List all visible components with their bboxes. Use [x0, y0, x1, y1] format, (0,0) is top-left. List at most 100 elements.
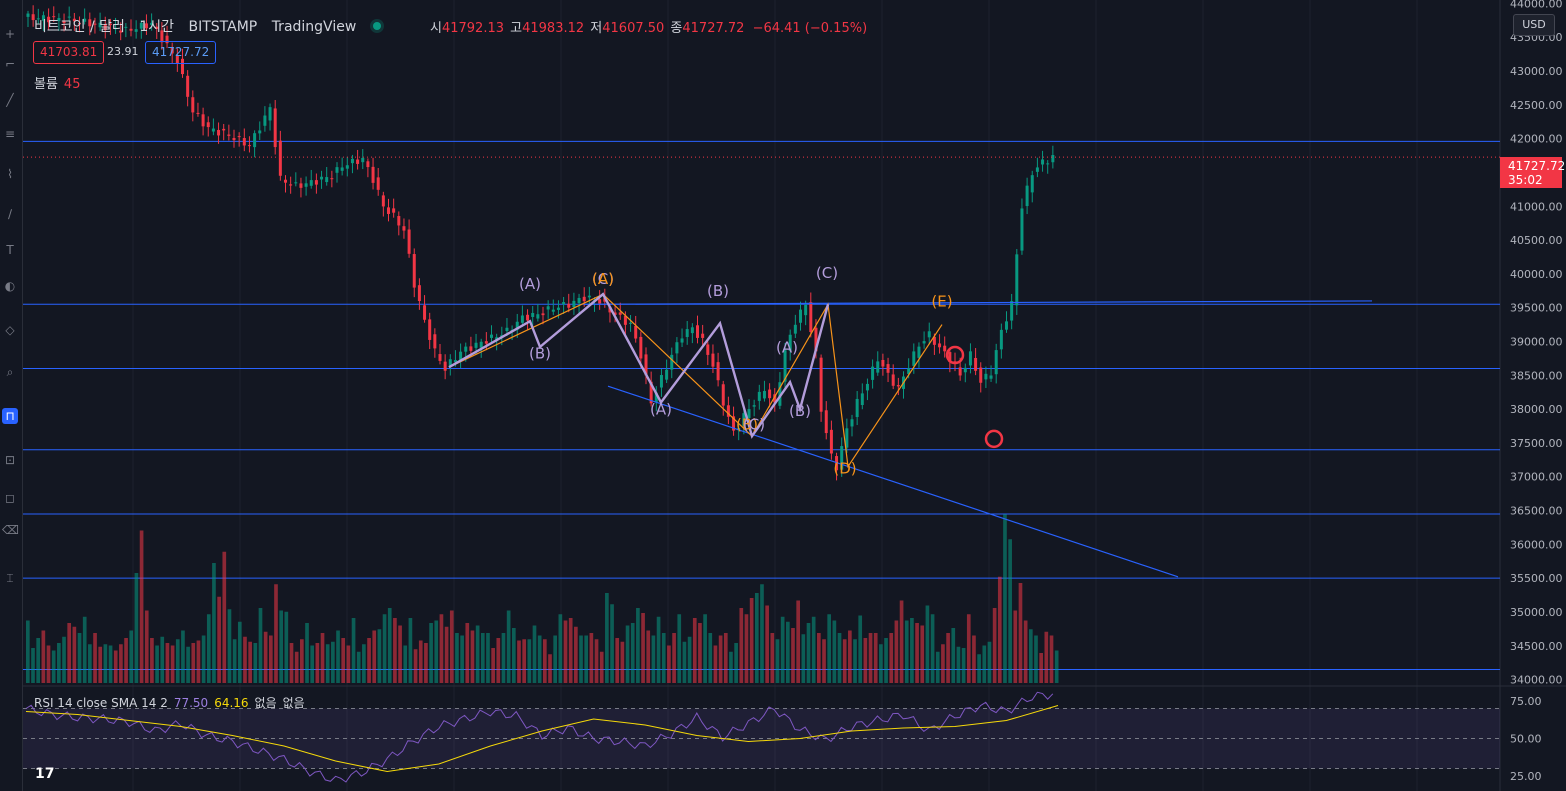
candle-body: [443, 361, 447, 371]
candle-body: [47, 16, 51, 23]
volume-bar: [300, 639, 304, 683]
candle-body: [144, 23, 148, 29]
change-value: −64.41 (−0.15%): [752, 21, 868, 36]
candle-body: [577, 297, 581, 303]
eye-icon[interactable]: ◻: [5, 491, 15, 505]
candle-body: [907, 368, 911, 374]
candle-body: [72, 18, 76, 22]
candle-body: [376, 177, 380, 190]
volume-bar: [351, 618, 356, 683]
volume-bar: [294, 651, 299, 683]
candle-body: [948, 352, 952, 363]
volume-bar: [77, 633, 82, 683]
symbol-name: 비트코인 / 달러: [34, 19, 125, 35]
volume-bar: [930, 614, 935, 683]
candle-body: [150, 22, 154, 25]
candle-body: [768, 389, 772, 399]
candle-body: [696, 325, 699, 338]
zoom-icon[interactable]: ⌕: [6, 365, 14, 379]
volume-bar: [279, 610, 283, 683]
sell-button[interactable]: 41703.81: [33, 41, 105, 64]
eraser-icon[interactable]: ◇: [5, 323, 15, 337]
candle-body: [974, 358, 978, 371]
price-tick-label: 36000.00: [1510, 538, 1563, 551]
volume-bar: [630, 623, 635, 683]
volume-bar: [1008, 539, 1012, 683]
candle-body: [124, 26, 128, 28]
candle-body: [824, 410, 828, 434]
wave-label: (A): [776, 338, 798, 356]
magnet-icon[interactable]: ⊓: [2, 408, 18, 424]
volume-bar: [165, 643, 170, 683]
last-price-value: 41727.72: [1508, 159, 1566, 173]
tree-icon[interactable]: ⌶: [6, 571, 14, 585]
wave-label: (C): [816, 264, 838, 282]
trash-icon[interactable]: ⌫: [2, 523, 19, 537]
volume-bar: [393, 618, 397, 683]
volume-bar: [268, 635, 273, 683]
pattern-icon[interactable]: ⌇: [7, 167, 13, 181]
volume-bar: [646, 630, 651, 683]
candle-body: [371, 166, 375, 183]
symbol-legend[interactable]: 비트코인 / 달러 1시간 BITSTAMP TradingView: [34, 16, 387, 36]
volume-bar: [594, 639, 599, 683]
volume-bar: [672, 633, 676, 683]
brush-icon[interactable]: ∕: [7, 207, 13, 221]
candle-body: [201, 114, 205, 127]
candle-body: [541, 313, 545, 316]
volume-bar: [522, 639, 526, 683]
candle-body: [191, 97, 195, 113]
candle-body: [845, 428, 849, 448]
volume-bar: [997, 576, 1002, 683]
open-value: 41792.13: [441, 21, 504, 36]
wave-label: (B): [529, 344, 551, 362]
candle-body: [1041, 159, 1045, 165]
buy-button[interactable]: 41727.72: [145, 41, 217, 64]
cursor-icon[interactable]: ⌐: [4, 57, 16, 71]
candle-body: [335, 167, 339, 173]
candle-body: [582, 296, 586, 302]
candle-body: [598, 299, 602, 304]
candle-body: [41, 15, 45, 21]
volume-bar: [527, 639, 532, 683]
candle-body: [345, 165, 349, 169]
candle-body: [314, 180, 318, 185]
volume-bar: [201, 635, 206, 683]
candle-body: [134, 29, 138, 32]
candle-body: [211, 128, 215, 132]
high-key: 고: [510, 21, 523, 36]
trendline-icon[interactable]: ╱: [6, 93, 14, 107]
lock-icon[interactable]: ⊡: [4, 453, 16, 467]
candle-body: [783, 350, 787, 382]
candle-body: [479, 341, 483, 348]
candle-body: [242, 138, 246, 146]
candle-body: [979, 367, 983, 383]
volume-bar: [232, 639, 237, 683]
candle-body: [366, 161, 370, 168]
volume-bar: [946, 633, 950, 683]
volume-bar: [754, 593, 759, 683]
volume-bar: [31, 648, 35, 683]
volume-bar: [899, 600, 904, 683]
candle-body: [304, 183, 308, 187]
volume-bar: [920, 625, 925, 683]
fib-icon[interactable]: ≡: [4, 127, 16, 141]
tradingview-logo: 17: [35, 766, 55, 782]
wave-orange-path: [448, 293, 943, 469]
volume-bar: [175, 639, 180, 683]
candle-body: [309, 180, 313, 186]
rsi-legend[interactable]: RSI 14 close SMA 14 2 77.50 64.16 없음 없음: [34, 694, 305, 711]
measure-icon[interactable]: ◐: [4, 279, 16, 293]
volume-bar: [387, 608, 392, 683]
rsi-value: 77.50: [173, 696, 209, 710]
low-key: 저: [590, 21, 603, 36]
volume-bar: [258, 608, 263, 683]
crosshair-icon[interactable]: +: [4, 27, 16, 41]
currency-select[interactable]: USD: [1513, 14, 1555, 36]
text-icon[interactable]: T: [6, 243, 14, 257]
candle-body: [381, 195, 385, 207]
candle-body: [675, 342, 679, 354]
volume-legend[interactable]: 볼륨 45: [34, 73, 80, 92]
last-price-tag: 41727.72 35:02: [1500, 157, 1566, 188]
